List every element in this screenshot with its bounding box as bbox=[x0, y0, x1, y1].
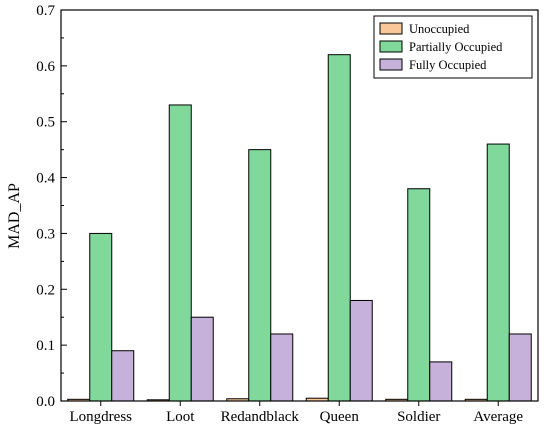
y-tick-label: 0.2 bbox=[36, 282, 55, 298]
bar-queen-fully-occupied bbox=[349, 299, 373, 402]
legend-label: Unoccupied bbox=[409, 22, 470, 36]
x-tick-label: Average bbox=[473, 409, 523, 425]
x-tick-label: Longdress bbox=[70, 409, 133, 425]
x-tick-label: Redandblack bbox=[221, 409, 300, 425]
x-tick-label: Soldier bbox=[397, 409, 440, 425]
legend-label: Fully Occupied bbox=[409, 58, 487, 72]
y-tick-label: 0.0 bbox=[36, 394, 55, 410]
bar-longdress-partially-occupied bbox=[89, 232, 113, 402]
y-tick-label: 0.3 bbox=[36, 226, 55, 242]
bar-soldier-fully-occupied bbox=[429, 361, 453, 402]
legend-swatch bbox=[379, 22, 403, 35]
y-tick-label: 0.7 bbox=[36, 3, 55, 19]
bar-loot-fully-occupied bbox=[190, 316, 214, 402]
legend: Unoccupied Partially Occupied Fully Occupi… bbox=[373, 15, 533, 79]
y-tick-label: 0.1 bbox=[36, 338, 55, 354]
x-tick-label: Loot bbox=[166, 409, 195, 425]
bar-redandblack-partially-occupied bbox=[248, 149, 272, 402]
legend-swatch bbox=[379, 40, 403, 53]
bar-queen-partially-occupied bbox=[327, 54, 351, 402]
bar-soldier-partially-occupied bbox=[407, 188, 431, 402]
bar-redandblack-fully-occupied bbox=[270, 333, 294, 402]
y-tick-label: 0.4 bbox=[36, 171, 55, 187]
y-tick-label: 0.5 bbox=[36, 115, 55, 131]
bar-average-partially-occupied bbox=[486, 143, 510, 402]
bar-loot-partially-occupied bbox=[168, 104, 192, 402]
axes-layer: Longdress Loot Redandblack Queen Soldier Aver… bbox=[36, 3, 539, 425]
bar-longdress-fully-occupied bbox=[111, 350, 135, 402]
bars-layer bbox=[67, 54, 532, 402]
y-tick-label: 0.6 bbox=[36, 59, 55, 75]
legend-swatch bbox=[379, 58, 403, 71]
y-axis-label: MAD_AP bbox=[6, 183, 23, 249]
x-tick-label: Queen bbox=[320, 409, 360, 425]
legend-label: Partially Occupied bbox=[409, 40, 503, 54]
bar-average-fully-occupied bbox=[508, 333, 532, 402]
